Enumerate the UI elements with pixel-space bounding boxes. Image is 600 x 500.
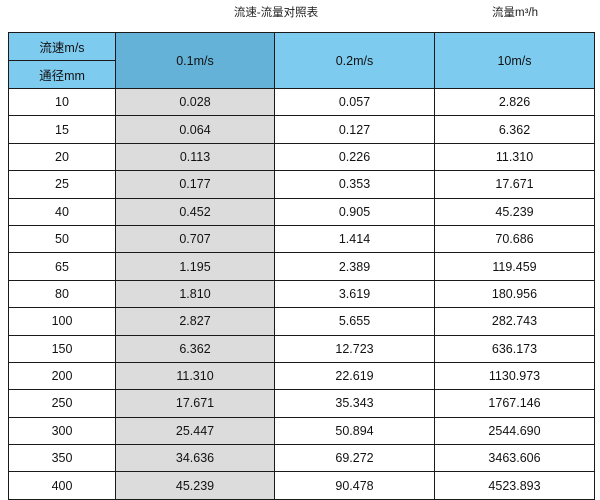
cell-flow-0: 0.113 [115,142,275,172]
cell-flow-0: 2.827 [115,307,275,336]
column-header-0: 0.1m/s [115,32,275,89]
table-row: 25 0.177 0.353 17.671 [8,170,595,199]
cell-flow-2: 3463.606 [434,444,595,473]
cell-diameter: 300 [8,416,116,446]
table-row: 300 25.447 50.894 2544.690 [8,416,595,446]
cell-flow-1: 90.478 [274,471,435,500]
table-row: 250 17.671 35.343 1767.146 [8,389,595,418]
column-header-1: 0.2m/s [274,32,435,89]
cell-flow-1: 2.389 [274,252,435,281]
cell-flow-1: 5.655 [274,307,435,336]
cell-diameter: 200 [8,361,116,391]
cell-flow-2: 45.239 [434,197,595,226]
cell-flow-2: 1767.146 [434,389,595,418]
cell-flow-2: 70.686 [434,224,595,254]
cell-flow-2: 6.362 [434,115,595,144]
cell-flow-0: 0.707 [115,224,275,254]
cell-flow-2: 1130.973 [434,361,595,391]
cell-diameter: 400 [8,471,116,500]
cell-flow-0: 0.452 [115,197,275,226]
cell-flow-0: 34.636 [115,444,275,473]
velocity-flow-conversion-table: 流速m/s 0.1m/s 0.2m/s 10m/s 通径mm 10 0.028 0.… [8,32,595,500]
cell-diameter: 100 [8,307,116,336]
table-row: 350 34.636 69.272 3463.606 [8,444,595,473]
cell-flow-1: 0.057 [274,87,435,117]
conversion-table-container: 流速m/s 0.1m/s 0.2m/s 10m/s 通径mm 10 0.028 0.… [8,32,595,500]
cell-diameter: 15 [8,115,116,144]
caption-strip: 流速-流量对照表 流量m³/h [0,0,600,30]
table-header-row-2: 通径mm [8,60,595,89]
table-row: 40 0.452 0.905 45.239 [8,197,595,226]
flow-unit-label: 流量m³/h [492,7,538,19]
cell-flow-0: 1.810 [115,279,275,309]
table-row: 200 11.310 22.619 1130.973 [8,361,595,391]
corner-header-velocity: 流速m/s [8,32,116,61]
cell-flow-2: 119.459 [434,252,595,281]
cell-diameter: 350 [8,444,116,473]
cell-flow-2: 17.671 [434,170,595,199]
cell-flow-1: 22.619 [274,361,435,391]
cell-flow-2: 4523.893 [434,471,595,500]
cell-flow-0: 6.362 [115,334,275,363]
cell-diameter: 10 [8,87,116,117]
table-header-row-1: 流速m/s 0.1m/s 0.2m/s 10m/s [8,32,595,89]
cell-flow-1: 50.894 [274,416,435,446]
cell-flow-2: 282.743 [434,307,595,336]
cell-flow-1: 1.414 [274,224,435,254]
cell-flow-1: 0.353 [274,170,435,199]
cell-flow-0: 17.671 [115,389,275,418]
cell-diameter: 80 [8,279,116,309]
cell-diameter: 20 [8,142,116,172]
cell-diameter: 65 [8,252,116,281]
page-title: 流速-流量对照表 [233,7,319,19]
cell-flow-0: 0.064 [115,115,275,144]
corner-header-diameter: 通径mm [8,60,116,89]
cell-flow-1: 3.619 [274,279,435,309]
cell-flow-1: 69.272 [274,444,435,473]
table-body: 10 0.028 0.057 2.826 15 0.064 0.127 6.362 20 0.11… [8,87,595,500]
cell-flow-0: 1.195 [115,252,275,281]
cell-diameter: 150 [8,334,116,363]
cell-flow-1: 12.723 [274,334,435,363]
cell-flow-2: 2.826 [434,87,595,117]
table-row: 80 1.810 3.619 180.956 [8,279,595,309]
cell-diameter: 50 [8,224,116,254]
cell-flow-0: 11.310 [115,361,275,391]
cell-flow-1: 0.905 [274,197,435,226]
cell-diameter: 250 [8,389,116,418]
table-header: 流速m/s 0.1m/s 0.2m/s 10m/s 通径mm [8,32,595,89]
table-row: 15 0.064 0.127 6.362 [8,115,595,144]
cell-diameter: 40 [8,197,116,226]
cell-flow-2: 2544.690 [434,416,595,446]
table-row: 10 0.028 0.057 2.826 [8,87,595,117]
cell-flow-2: 180.956 [434,279,595,309]
cell-flow-0: 0.028 [115,87,275,117]
cell-flow-1: 0.127 [274,115,435,144]
table-row: 100 2.827 5.655 282.743 [8,307,595,336]
cell-flow-0: 0.177 [115,170,275,199]
cell-flow-2: 11.310 [434,142,595,172]
table-row: 20 0.113 0.226 11.310 [8,142,595,172]
table-row: 50 0.707 1.414 70.686 [8,224,595,254]
cell-flow-0: 25.447 [115,416,275,446]
column-header-2: 10m/s [434,32,595,89]
table-row: 150 6.362 12.723 636.173 [8,334,595,363]
cell-flow-1: 0.226 [274,142,435,172]
table-row: 65 1.195 2.389 119.459 [8,252,595,281]
table-row: 400 45.239 90.478 4523.893 [8,471,595,500]
cell-flow-0: 45.239 [115,471,275,500]
cell-flow-1: 35.343 [274,389,435,418]
cell-flow-2: 636.173 [434,334,595,363]
cell-diameter: 25 [8,170,116,199]
